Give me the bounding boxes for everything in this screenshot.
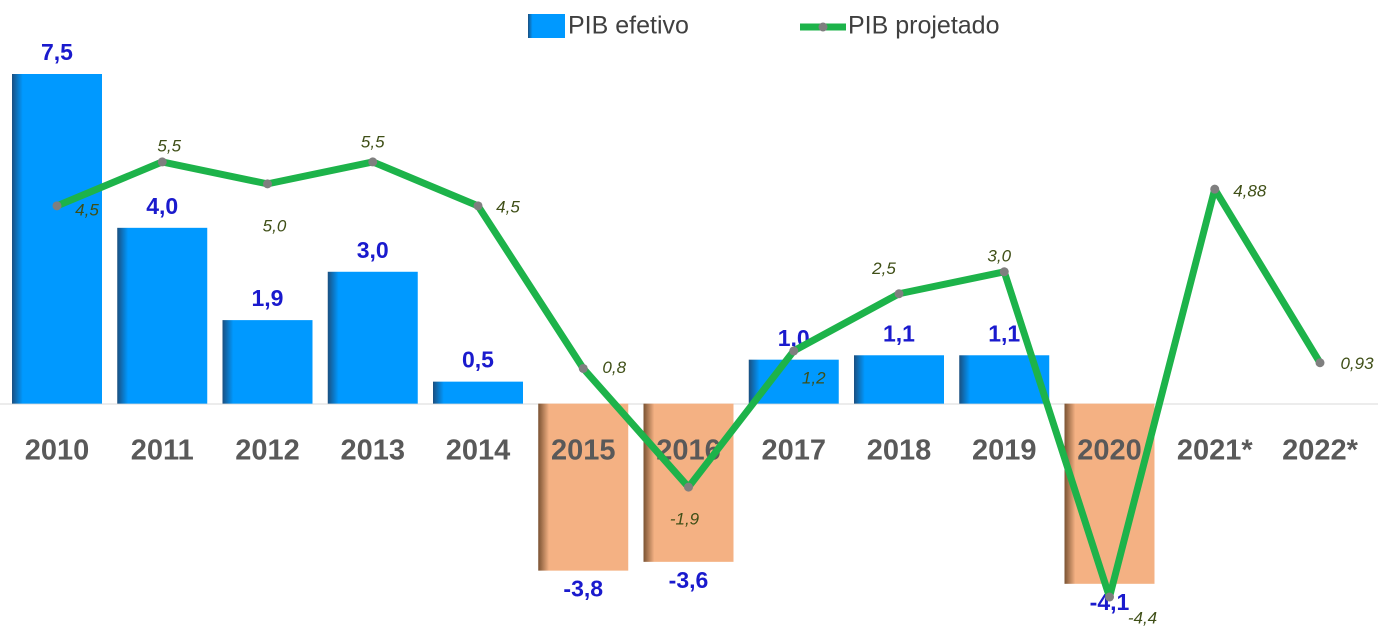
line-marker [473,201,483,211]
line-marker [157,157,167,167]
legend-swatch [528,14,565,38]
line-value-label: 0,8 [602,358,626,377]
line-value-label: 4,5 [75,200,99,219]
line-value-label: 4,5 [496,197,520,216]
bar-value-label: 7,5 [41,39,73,65]
legend-marker [818,22,828,32]
bar [12,74,102,404]
line-marker [1210,184,1220,194]
bar [538,403,629,571]
bar-value-label: 1,1 [883,320,915,346]
x-tick-label: 2021* [1177,435,1254,467]
x-tick-label: 2018 [867,435,932,467]
bar [748,359,839,404]
legend-label: PIB efetivo [568,12,689,40]
line-marker [684,482,693,492]
bar-value-label: -3,6 [669,567,709,593]
bar-value-label: 4,0 [146,193,178,219]
line-marker [789,346,799,356]
x-tick-label: 2020 [1077,435,1142,467]
bar [117,227,208,404]
x-tick-label: 2015 [551,435,616,467]
x-tick-label: 2022* [1282,435,1359,467]
bar [433,381,523,404]
line-marker [894,289,904,299]
line-marker [1105,592,1114,602]
line-value-label: 0,93 [1340,354,1374,373]
x-tick-label: 2017 [761,435,826,467]
line-marker [999,267,1009,277]
line-value-label: 4,88 [1233,182,1267,201]
line-value-label: 2,5 [871,259,896,278]
line-value-label: 5,5 [157,136,181,155]
legend-label: PIB projetado [848,12,1000,40]
x-tick-label: 2013 [340,435,405,467]
x-tick-label: 2011 [131,435,194,467]
bar-value-label: 1,9 [252,285,284,311]
x-tick-label: 2010 [25,435,90,467]
bar-value-label: 0,5 [462,347,494,373]
line-marker [578,363,588,373]
bar-value-label: 1,1 [988,320,1020,346]
line-marker [52,201,62,211]
line-value-label: -4,4 [1128,608,1157,627]
bar [222,320,313,404]
x-tick-label: 2014 [446,435,511,467]
line-marker [263,179,272,189]
line-value-label: 5,5 [361,132,385,151]
bar-value-label: 3,0 [357,237,389,263]
line-value-label: 1,2 [802,368,826,387]
bar-value-label: -3,8 [563,576,603,602]
line-value-label: 5,0 [263,216,287,235]
line-marker [1315,358,1325,368]
bar [327,271,418,404]
bar [854,355,944,404]
line-value-label: -1,9 [670,510,700,529]
x-tick-label: 2019 [972,435,1037,467]
x-tick-label: 2012 [235,435,300,467]
line-marker [368,157,378,167]
line-value-label: 3,0 [987,246,1011,265]
